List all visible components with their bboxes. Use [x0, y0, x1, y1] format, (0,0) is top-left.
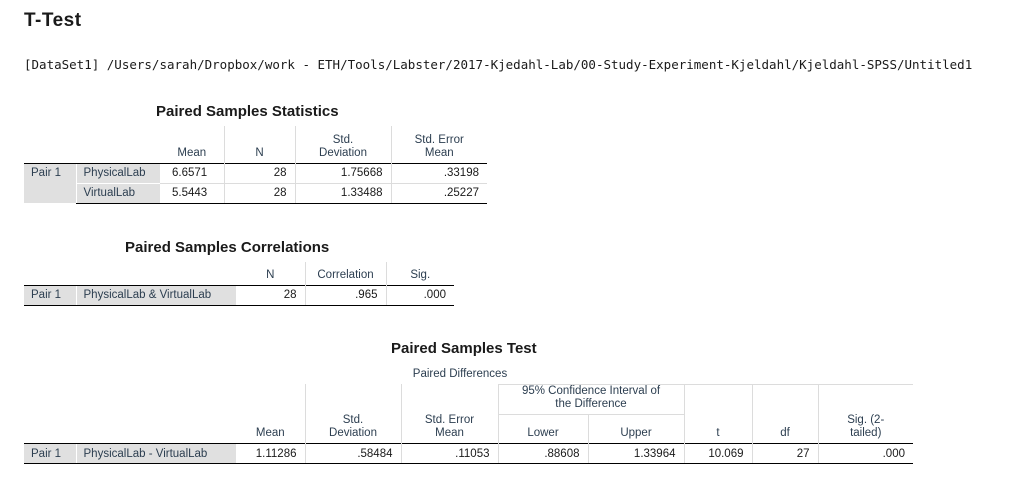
cell-mean: 6.6571: [160, 162, 224, 183]
table-row: VirtualLab 5.5443 28 1.33488 .25227: [24, 182, 487, 204]
pair-label: Pair 1: [24, 162, 76, 203]
row-label: PhysicalLab & VirtualLab: [75, 284, 236, 306]
cell-se: .11053: [400, 443, 498, 464]
cell-correlation: .965: [304, 284, 386, 306]
test-col-sd: Std. Deviation: [304, 414, 401, 444]
output-heading: T-Test: [24, 10, 82, 31]
test-col-sig: Sig. (2- tailed): [817, 414, 913, 444]
cell-mean: 5.5443: [160, 182, 224, 204]
corr-col-correlation: Correlation: [304, 262, 386, 285]
test-col-se: Std. Error Mean: [400, 414, 498, 444]
dataset-path: [DataSet1] /Users/sarah/Dropbox/work - E…: [24, 57, 973, 72]
test-col-df: df: [751, 414, 818, 444]
pair-label: Pair 1: [24, 443, 76, 464]
pair-label: Pair 1: [24, 284, 76, 306]
cell-mean: 1.11286: [236, 443, 305, 464]
cell-se: .25227: [390, 182, 487, 204]
paired-samples-correlations-table: N Correlation Sig. Pair 1 PhysicalLab & …: [24, 262, 454, 306]
test-table-title: Paired Samples Test: [391, 340, 537, 357]
cell-n: 28: [223, 182, 295, 204]
cell-n: 28: [236, 284, 305, 306]
cell-sig: .000: [385, 284, 454, 306]
row-label: VirtualLab: [75, 182, 160, 204]
cell-upper: 1.33964: [587, 443, 684, 464]
test-group-paired-differences: Paired Differences: [412, 367, 508, 380]
stats-col-mean: Mean: [177, 146, 207, 159]
test-col-t: t: [683, 414, 752, 444]
cell-sd: 1.33488: [294, 182, 391, 204]
corr-col-sig: Sig.: [385, 262, 454, 285]
row-label: PhysicalLab - VirtualLab: [75, 443, 236, 464]
paired-samples-statistics-table: Mean N Std. Deviation Std. Error Mean Pair…: [24, 126, 487, 204]
cell-t: 10.069: [683, 443, 752, 464]
cell-df: 27: [751, 443, 818, 464]
stats-col-se: Std. Error Mean: [390, 126, 487, 163]
stats-table-title: Paired Samples Statistics: [156, 103, 339, 120]
corr-col-n: N: [266, 268, 275, 281]
cell-se: .33198: [390, 162, 487, 183]
cell-n: 28: [223, 162, 295, 183]
stats-col-n: N: [223, 126, 295, 163]
test-col-upper: Upper: [587, 413, 684, 444]
cell-sig: .000: [817, 443, 913, 464]
test-col-lower: Lower: [497, 413, 588, 444]
table-row: Pair 1 PhysicalLab & VirtualLab 28 .965 …: [24, 284, 454, 306]
paired-samples-test-table: Paired Differences 95% Confidence Interv…: [24, 364, 913, 464]
cell-sd: 1.75668: [294, 162, 391, 183]
test-group-ci: 95% Confidence Interval of the Difference: [497, 383, 684, 414]
cell-sd: .58484: [304, 443, 401, 464]
stats-col-sd: Std. Deviation: [294, 126, 391, 163]
cell-lower: .88608: [497, 443, 588, 464]
table-row: Pair 1 PhysicalLab - VirtualLab 1.11286 …: [24, 443, 913, 464]
table-row: Pair 1 PhysicalLab 6.6571 28 1.75668 .33…: [24, 162, 487, 203]
corr-table-title: Paired Samples Correlations: [125, 239, 330, 256]
row-label: PhysicalLab: [75, 162, 160, 183]
test-col-mean: Mean: [255, 427, 285, 439]
